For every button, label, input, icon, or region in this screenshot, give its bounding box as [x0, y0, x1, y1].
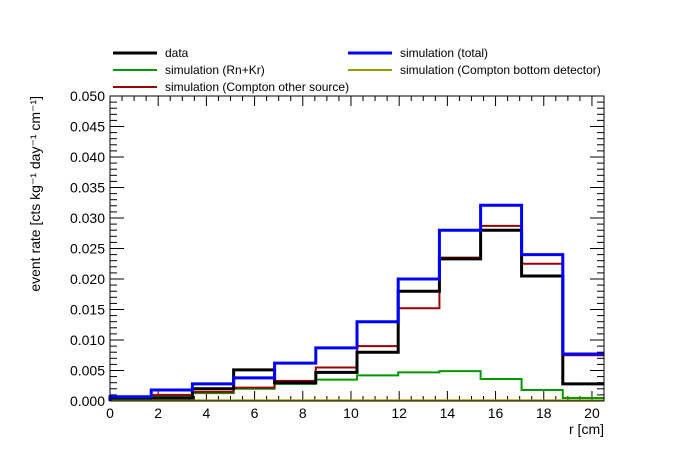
legend: data simulation (total) simulation (Rn+Kr)… — [113, 46, 601, 94]
legend-label-simulation-total: simulation (total) — [400, 46, 488, 60]
x-tick-label: 2 — [154, 405, 162, 421]
series-simulation-total — [108, 203, 604, 401]
y-tick-label: 0.020 — [70, 271, 105, 287]
x-tick-label: 6 — [251, 405, 259, 421]
series-simulation-compton-bottom-detector — [109, 399, 604, 402]
y-tick-label: 0.040 — [70, 149, 105, 165]
legend-label-simulation-compton-bottom-detector: simulation (Compton bottom detector) — [400, 63, 601, 77]
x-tick-label: 8 — [299, 405, 307, 421]
x-axis-label: r [cm] — [569, 421, 604, 437]
x-tick-label: 12 — [391, 405, 407, 421]
y-axis-ticks: 0.000 0.005 0.010 0.015 0.020 0.025 0.030 0.035… — [70, 88, 604, 409]
series-layer — [108, 203, 604, 402]
x-tick-label: 20 — [584, 405, 600, 421]
legend-label-simulation-rn-kr: simulation (Rn+Kr) — [165, 63, 265, 77]
x-axis-ticks: 0 2 4 6 8 10 12 14 16 18 20 — [106, 96, 605, 421]
y-tick-label: 0.015 — [70, 302, 105, 318]
y-axis-label: event rate [cts kg⁻¹ day⁻¹ cm⁻¹] — [27, 96, 43, 292]
legend-label-simulation-compton-other-source: simulation (Compton other source) — [165, 80, 349, 94]
x-tick-label: 0 — [106, 405, 114, 421]
plot-frame — [109, 95, 605, 402]
x-tick-label: 4 — [202, 405, 210, 421]
x-tick-label: 18 — [536, 405, 552, 421]
y-tick-label: 0.045 — [70, 119, 105, 135]
x-tick-label: 14 — [440, 405, 456, 421]
y-tick-label: 0.025 — [70, 241, 105, 257]
y-tick-label: 0.030 — [70, 210, 105, 226]
legend-label-data: data — [165, 46, 189, 60]
x-tick-label: 10 — [343, 405, 359, 421]
y-tick-label: 0.000 — [70, 393, 105, 409]
x-tick-label: 16 — [488, 405, 504, 421]
y-tick-label: 0.050 — [70, 88, 105, 104]
y-tick-label: 0.035 — [70, 180, 105, 196]
y-tick-label: 0.010 — [70, 332, 105, 348]
y-tick-label: 0.005 — [70, 363, 105, 379]
